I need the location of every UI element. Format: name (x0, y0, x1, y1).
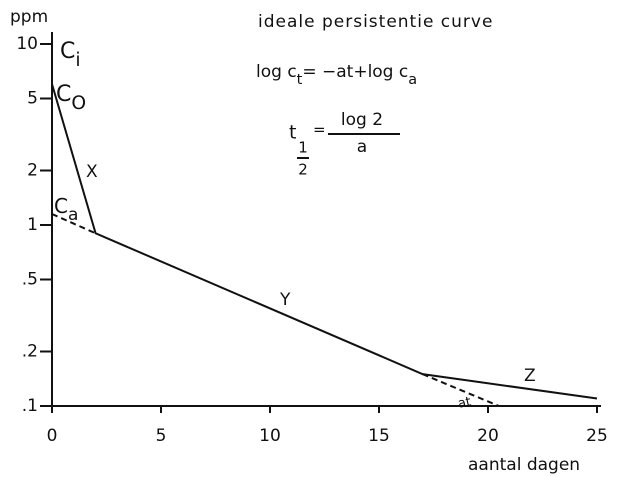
x-axis-label: aantal dagen (468, 455, 580, 475)
line-series (51, 83, 598, 400)
annotation: X (86, 162, 98, 182)
x-tick-label: 5 (156, 426, 167, 446)
y-tick-label: 10 (16, 34, 38, 54)
formula-equals: = (313, 121, 326, 139)
annotation-part: t (297, 72, 303, 88)
line-series (51, 213, 97, 235)
formula-sub-den: 2 (298, 161, 308, 179)
annotation: Z (524, 366, 536, 386)
y-tick-label: .2 (22, 342, 38, 362)
formula-denominator: a (357, 137, 367, 157)
annotation-part: Y (279, 290, 291, 310)
annotation: Ca (54, 194, 78, 226)
annotation-part: = −at+log c (302, 62, 408, 82)
x-tick-label: 25 (586, 426, 608, 446)
annotation: at (456, 394, 472, 411)
annotation-part: log c (256, 62, 297, 82)
formula-symbol: t (289, 122, 296, 144)
y-tick-label: .5 (22, 269, 38, 289)
y-unit-label: ppm (10, 7, 48, 27)
line-series (422, 373, 500, 407)
formula-numerator: log 2 (341, 110, 383, 130)
annotation-part: C (56, 82, 71, 107)
y-tick-label: 5 (27, 88, 38, 108)
x-tick-label: 10 (259, 426, 281, 446)
annotation-part: C (54, 194, 68, 218)
annotation-part: C (60, 39, 75, 64)
annotation-part: a (68, 205, 78, 225)
x-tick-label: 20 (477, 426, 499, 446)
annotation: CO (56, 82, 86, 114)
annotation-part: Z (524, 366, 536, 386)
y-tick-label: 2 (27, 161, 38, 181)
annotation-part: i (75, 50, 80, 71)
annotation-part: O (71, 93, 86, 114)
annotation-part: a (408, 72, 417, 88)
annotation-part: X (86, 162, 98, 182)
x-tick-label: 15 (368, 426, 390, 446)
y-tick-label: 1 (27, 215, 38, 235)
annotation-part: at (456, 394, 472, 411)
annotation: log ct= −at+log ca (256, 62, 417, 88)
y-tick-label: .1 (22, 396, 38, 416)
chart-title: ideale persistentie curve (258, 12, 493, 32)
annotation: Y (279, 290, 291, 310)
axes (51, 32, 601, 407)
annotation: Ci (60, 39, 81, 71)
formula-sub-num: 1 (298, 139, 308, 157)
x-tick-label: 0 (47, 426, 58, 446)
